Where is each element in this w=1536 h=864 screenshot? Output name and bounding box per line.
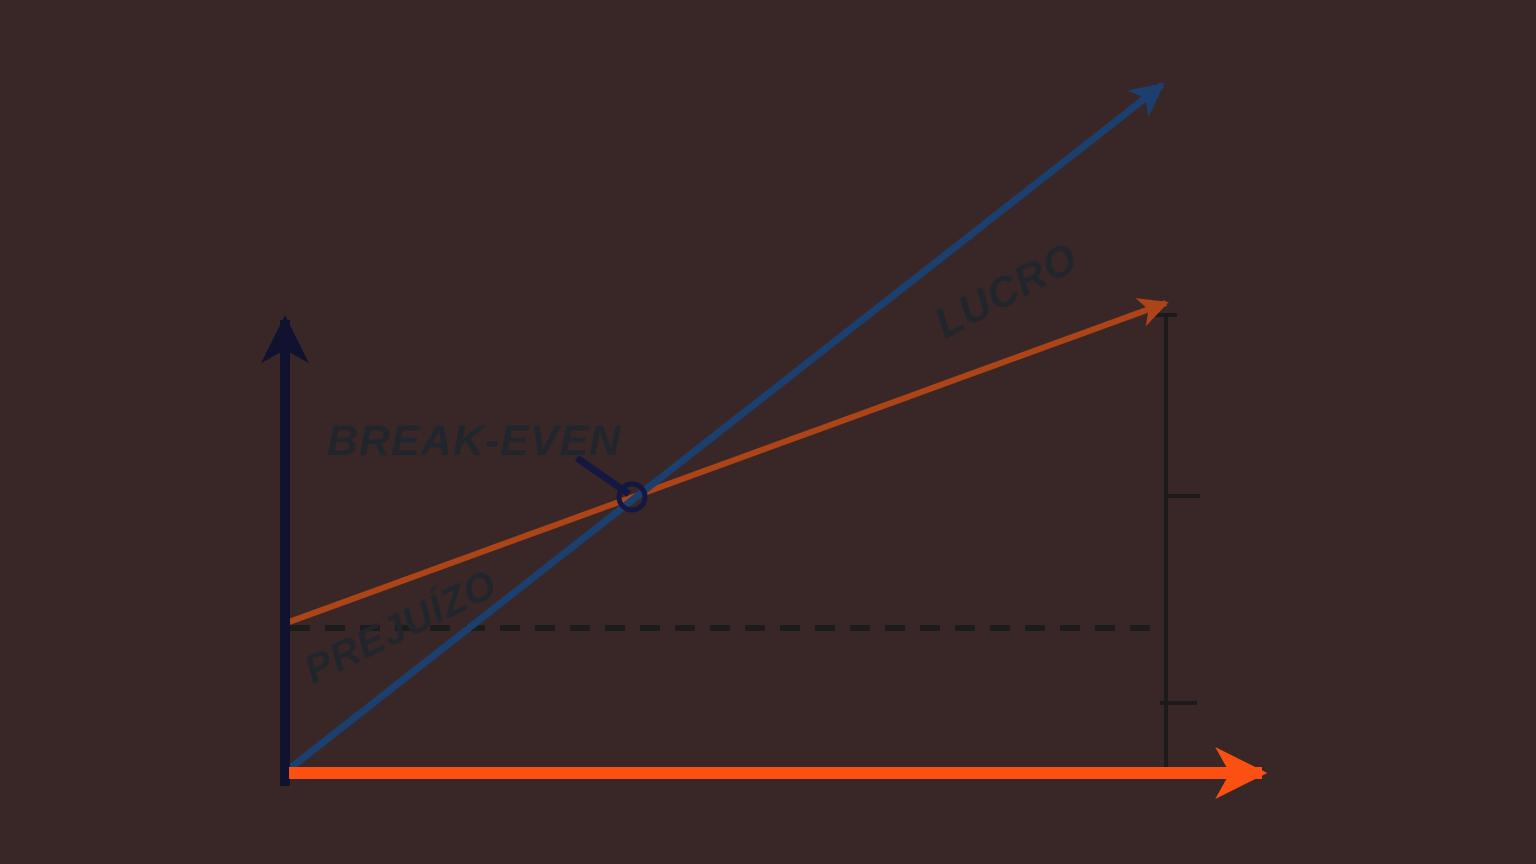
revenue-line <box>286 82 1165 772</box>
break-even-marker-circle <box>616 481 648 513</box>
break-even-label: BREAK-EVEN <box>327 417 622 465</box>
cost-line <box>287 298 1169 625</box>
